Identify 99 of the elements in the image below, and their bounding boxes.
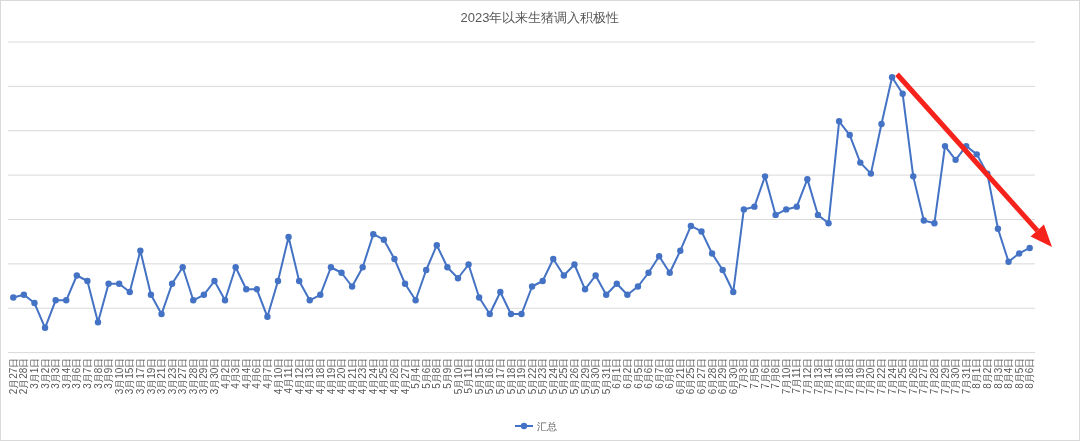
x-tick-label: 3月28日 [187, 357, 199, 395]
x-tick-label: 7月11日 [791, 357, 803, 394]
x-tick-label: 7月20日 [865, 357, 877, 395]
x-tick-label: 4月18日 [314, 357, 326, 395]
x-tick-label: 7月27日 [918, 357, 930, 395]
x-tick-label: 4月19日 [325, 357, 337, 395]
x-tick-label: 4月27日 [399, 357, 411, 395]
x-tick-label: 3月29日 [198, 357, 210, 395]
x-tick-label: 7月10日 [780, 357, 792, 395]
x-tick-label: 4月10日 [272, 357, 284, 395]
x-tick-label: 5月31日 [600, 357, 612, 395]
x-tick-label: 4月23日 [357, 357, 369, 395]
x-tick-label: 4月26日 [389, 357, 401, 395]
x-tick-label: 4月13日 [304, 357, 316, 395]
x-tick-label: 5月16日 [484, 357, 496, 395]
x-tick-label: 5月4日 [410, 357, 422, 389]
chart-title: 2023年以来生猪调入积极性 [460, 10, 620, 25]
x-tick-label: 7月3日 [738, 357, 750, 389]
x-tick-label: 6月28日 [706, 357, 718, 395]
x-tick-label: 4月7日 [262, 357, 273, 389]
legend-label: 汇总 [537, 420, 557, 432]
x-tick-label: 5月26日 [569, 357, 581, 395]
x-tick-label: 5月23日 [537, 357, 549, 395]
x-tick-label: 5月17日 [494, 357, 506, 395]
x-tick-label: 7月19日 [854, 357, 866, 395]
x-tick-label: 5月6日 [420, 357, 432, 389]
x-tick-label: 7月12日 [801, 357, 813, 395]
x-tick-label: 4月21日 [346, 357, 358, 395]
x-tick-label: 5月30日 [590, 357, 602, 395]
x-tick-label: 2月27日 [7, 357, 19, 395]
x-tick-label: 7月5日 [749, 357, 761, 389]
x-tick-label: 5月15日 [473, 357, 485, 395]
x-tick-label: 5月24日 [547, 357, 559, 395]
x-tick-label: 6月27日 [696, 357, 708, 395]
x-tick-label: 5月9日 [442, 357, 453, 389]
x-tick-label: 6月2日 [622, 357, 633, 389]
x-tick-label: 3月6日 [71, 357, 83, 389]
x-tick-label: 3月10日 [113, 357, 125, 395]
x-tick-label: 3月27日 [177, 357, 189, 395]
x-tick-label: 3月4日 [60, 357, 72, 389]
x-tick-label: 3月3日 [50, 357, 62, 389]
x-tick-label: 7月18日 [844, 357, 856, 395]
x-tick-label: 8月4日 [1003, 357, 1015, 389]
x-tick-label: 6月25日 [685, 357, 697, 395]
x-tick-label: 7月8日 [770, 357, 782, 389]
x-tick-label: 5月18日 [505, 357, 517, 395]
x-tick-label: 6月30日 [727, 357, 739, 395]
x-tick-label: 7月31日 [960, 357, 972, 395]
x-tick-label: 5月19日 [516, 357, 528, 395]
x-tick-label: 5月11日 [463, 357, 475, 394]
x-tick-label: 8月2日 [981, 357, 993, 389]
x-tick-label: 5月8日 [431, 357, 443, 389]
x-tick-label: 6月1日 [611, 357, 623, 389]
x-tick-label: 3月30日 [209, 357, 221, 395]
x-tick-label: 4月3日 [230, 357, 242, 389]
x-tick-label: 5月10日 [452, 357, 464, 395]
x-tick-label: 4月2日 [219, 357, 231, 389]
x-tick-label: 7月26日 [907, 357, 919, 395]
x-tick-label: 3月8日 [92, 357, 104, 389]
x-tick-label: 7月16日 [833, 357, 845, 395]
x-tick-label: 8月5日 [1013, 357, 1025, 389]
x-tick-label: 4月25日 [378, 357, 390, 395]
x-tick-label: 4月24日 [367, 357, 379, 395]
x-tick-label: 6月7日 [653, 357, 665, 389]
x-tick-label: 4月11日 [283, 357, 295, 394]
x-tick-label: 7月24日 [886, 357, 898, 395]
x-tick-label: 3月7日 [82, 357, 93, 389]
x-tick-label: 6月21日 [674, 357, 686, 395]
x-tick-label: 3月17日 [134, 357, 146, 395]
x-tick-label: 3月9日 [103, 357, 115, 389]
x-tick-label: 4月12日 [293, 357, 305, 395]
x-tick-label: 3月23日 [166, 357, 178, 395]
x-tick-label: 7月29日 [939, 357, 951, 395]
x-tick-label: 7月13日 [812, 357, 824, 395]
x-tick-label: 3月2日 [39, 357, 51, 389]
x-tick-label: 7月28日 [929, 357, 940, 395]
x-tick-label: 8月6日 [1024, 357, 1036, 389]
x-tick-label: 7月14日 [823, 357, 835, 395]
x-tick-label: 8月3日 [992, 357, 1004, 389]
x-tick-label: 7月22日 [876, 357, 888, 395]
x-tick-label: 3月15日 [124, 357, 136, 395]
x-tick-label: 3月19日 [145, 357, 157, 395]
x-tick-label: 6月6日 [643, 357, 655, 389]
x-tick-label: 5月25日 [558, 357, 570, 395]
x-tick-label: 4月6日 [251, 357, 263, 389]
x-tick-label: 6月29日 [717, 357, 729, 395]
x-tick-label: 5月22日 [526, 357, 538, 395]
x-tick-label: 6月8日 [664, 357, 676, 389]
x-tick-label: 4月4日 [240, 357, 252, 389]
x-tick-label: 8月1日 [971, 357, 983, 389]
x-tick-label: 4月20日 [336, 357, 348, 395]
x-tick-label: 7月25日 [897, 357, 909, 395]
x-tick-label: 3月1日 [29, 357, 41, 389]
x-tick-label: 6月5日 [632, 357, 644, 389]
x-tick-label: 7月30日 [950, 357, 962, 395]
x-tick-label: 7月6日 [759, 357, 771, 389]
x-tick-label: 3月21日 [156, 357, 168, 395]
x-tick-label: 2月28日 [18, 357, 30, 395]
x-tick-label: 5月29日 [579, 357, 591, 395]
